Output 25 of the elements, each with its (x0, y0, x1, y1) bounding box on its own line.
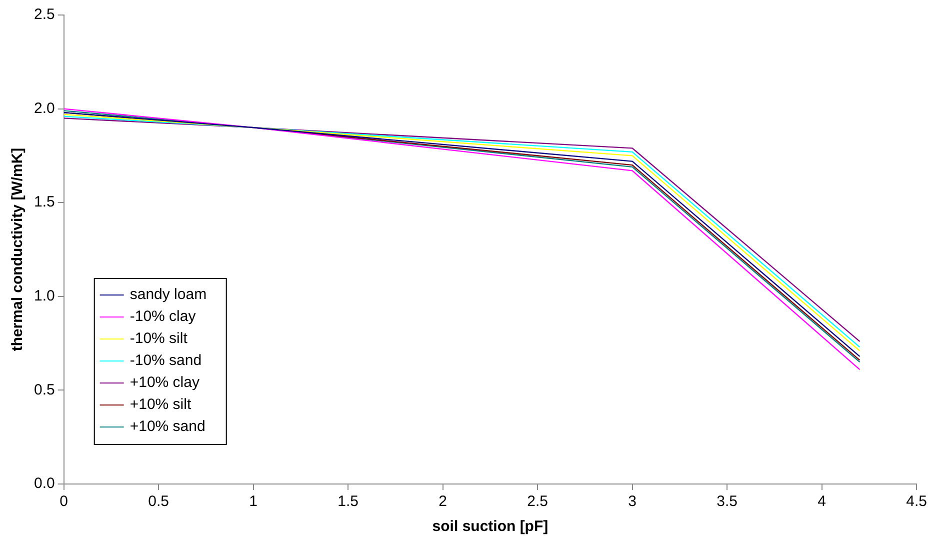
y-tick-label: 2.0 (34, 100, 55, 117)
y-tick-label: 1.0 (34, 288, 55, 305)
y-tick-label: 0.0 (34, 475, 55, 492)
legend-label: +10% sand (130, 418, 206, 436)
x-tick-label: 0.5 (148, 493, 170, 510)
x-tick-label: 1 (249, 493, 258, 510)
x-tick-label: 0 (60, 493, 68, 510)
legend-label: +10% silt (130, 396, 192, 414)
x-tick-label: 3 (628, 493, 637, 510)
legend-label: sandy loam (130, 286, 207, 304)
y-tick-label: 1.5 (34, 194, 55, 211)
x-tick-label: 4.5 (906, 493, 928, 510)
legend-label: -10% sand (130, 352, 202, 370)
x-axis-title: soil suction [pF] (432, 518, 548, 536)
y-axis-title: thermal conductivity [W/mK] (9, 148, 26, 352)
x-tick-label: 2 (438, 493, 448, 510)
legend-label: -10% silt (130, 330, 188, 348)
legend-label: -10% clay (130, 308, 196, 326)
x-tick-label: 1.5 (338, 493, 359, 510)
legend-label: +10% clay (130, 374, 200, 392)
x-tick-label: 3.5 (716, 493, 738, 510)
x-tick-label: 2.5 (527, 493, 548, 510)
y-tick-label: 2.5 (34, 6, 55, 24)
x-tick-label: 4 (818, 493, 826, 510)
y-tick-label: 0.5 (34, 381, 55, 398)
